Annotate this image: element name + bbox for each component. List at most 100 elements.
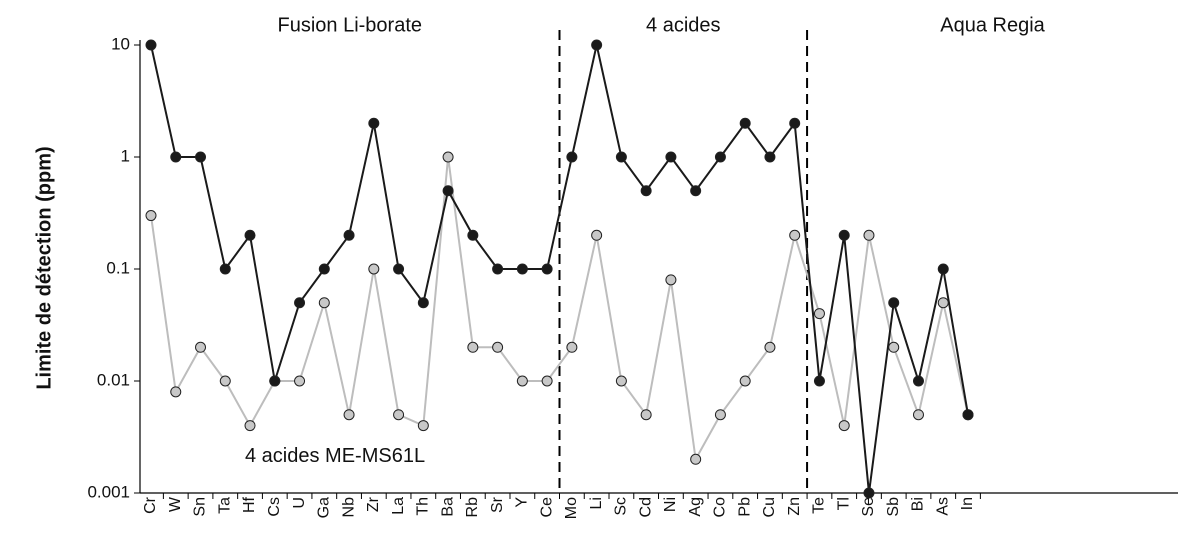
point	[789, 229, 801, 241]
point	[665, 151, 677, 163]
x-tick-label: Sr	[489, 496, 506, 513]
x-tick-label: Sb	[885, 497, 902, 517]
x-tick-label: As	[934, 497, 951, 516]
x-tick-label: Mo	[563, 497, 580, 519]
x-tick-label: Bi	[910, 497, 927, 511]
x-tick-label: Se	[860, 497, 877, 517]
point	[665, 274, 677, 286]
point	[492, 341, 504, 353]
y-tick-label: 10	[111, 34, 130, 53]
point	[170, 151, 182, 163]
point	[566, 341, 578, 353]
x-tick-label: Tl	[835, 497, 852, 510]
x-tick-label: Rb	[464, 497, 481, 518]
point	[393, 409, 405, 421]
point	[516, 263, 528, 275]
x-tick-label: Cr	[142, 496, 159, 514]
y-tick-label: 1	[121, 146, 130, 165]
point	[442, 151, 454, 163]
x-tick-label: Ni	[662, 497, 679, 512]
point	[368, 263, 380, 275]
point	[195, 151, 207, 163]
x-tick-label: Cs	[266, 497, 283, 517]
section-label: Aqua Regia	[940, 14, 1045, 36]
y-tick-label: 0.01	[97, 370, 130, 389]
point	[615, 375, 627, 387]
point	[145, 39, 157, 51]
point	[714, 151, 726, 163]
point	[640, 409, 652, 421]
point	[219, 263, 231, 275]
x-tick-label: La	[390, 497, 407, 515]
point	[813, 375, 825, 387]
point	[888, 297, 900, 309]
point	[294, 297, 306, 309]
x-tick-label: Sn	[192, 497, 209, 517]
section-label: 4 acides	[646, 14, 721, 36]
point	[690, 453, 702, 465]
point	[764, 341, 776, 353]
x-tick-label: Cd	[637, 497, 654, 517]
point	[318, 263, 330, 275]
point	[838, 229, 850, 241]
x-tick-label: Ce	[538, 497, 555, 518]
point	[145, 210, 157, 222]
annotation: 4 acides ME-MS61L	[245, 445, 425, 467]
x-tick-label: Ga	[316, 497, 333, 518]
point	[690, 185, 702, 197]
point	[813, 308, 825, 320]
y-tick-label: 0.1	[106, 258, 130, 277]
x-tick-label: Ag	[687, 497, 704, 517]
x-tick-label: Nb	[340, 497, 357, 518]
point	[739, 375, 751, 387]
point	[170, 386, 182, 398]
point	[591, 39, 603, 51]
x-tick-label: Pb	[736, 497, 753, 517]
x-tick-label: Y	[514, 497, 531, 508]
series-line	[150, 44, 969, 494]
point	[294, 375, 306, 387]
point	[219, 375, 231, 387]
point	[368, 117, 380, 129]
point	[492, 263, 504, 275]
point	[195, 341, 207, 353]
point	[442, 185, 454, 197]
point	[912, 375, 924, 387]
point	[541, 375, 553, 387]
point	[343, 409, 355, 421]
point	[467, 341, 479, 353]
x-tick-label: Zr	[365, 496, 382, 512]
point	[888, 341, 900, 353]
x-tick-label: U	[291, 497, 308, 509]
x-tick-label: Ba	[439, 497, 456, 517]
y-axis-label: Limite de détection (ppm)	[33, 146, 55, 389]
point	[937, 297, 949, 309]
point	[838, 420, 850, 432]
point	[863, 229, 875, 241]
point	[516, 375, 528, 387]
series-line	[150, 156, 969, 463]
point	[244, 229, 256, 241]
x-tick-label: Cu	[761, 497, 778, 517]
point	[962, 409, 974, 421]
point	[566, 151, 578, 163]
x-tick-label: Zn	[786, 497, 803, 516]
point	[615, 151, 627, 163]
x-tick-label: Hf	[241, 496, 258, 513]
x-tick-label: Co	[712, 497, 729, 518]
point	[714, 409, 726, 421]
x-tick-label: Th	[415, 497, 432, 516]
x-tick-label: Sc	[613, 497, 630, 516]
point	[912, 409, 924, 421]
y-tick-label: 0.001	[87, 482, 130, 501]
point	[467, 229, 479, 241]
point	[789, 117, 801, 129]
point	[269, 375, 281, 387]
point	[591, 229, 603, 241]
point	[393, 263, 405, 275]
x-tick-label: W	[167, 496, 184, 512]
point	[640, 185, 652, 197]
point	[937, 263, 949, 275]
point	[343, 229, 355, 241]
point	[863, 487, 875, 499]
